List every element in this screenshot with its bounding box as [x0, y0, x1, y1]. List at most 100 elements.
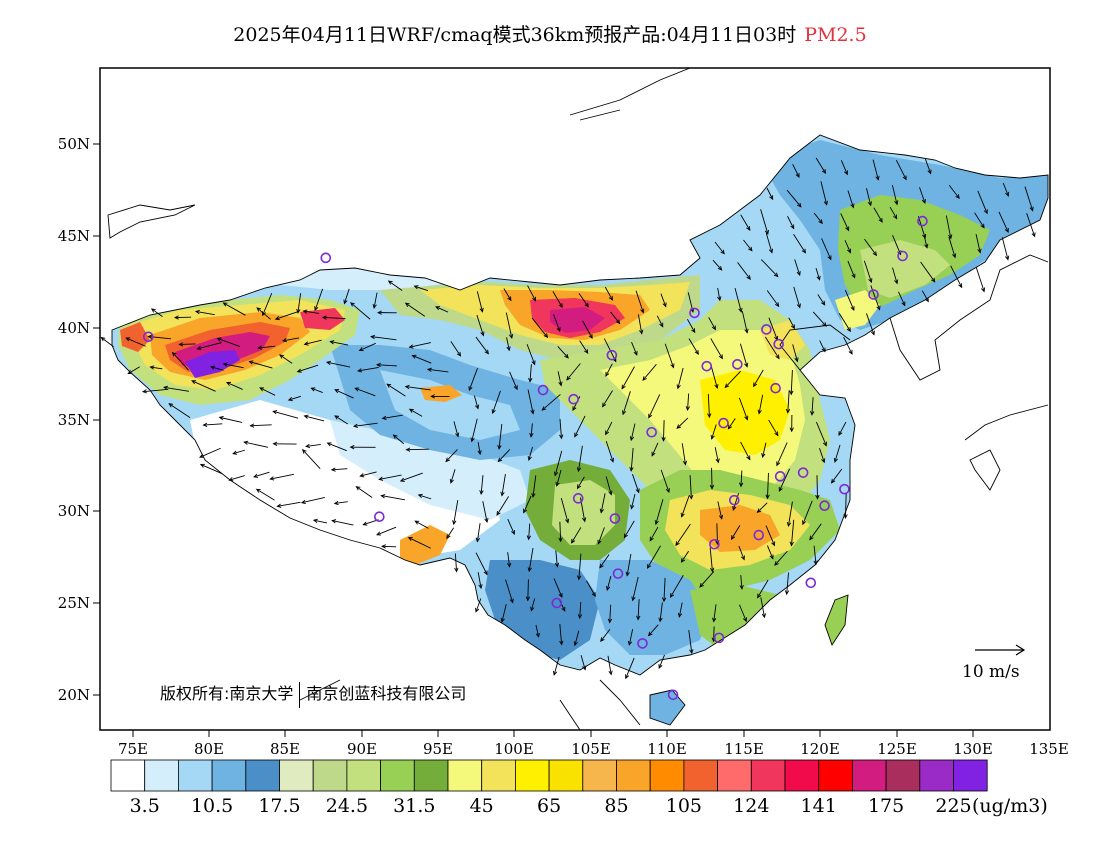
wind-vector-head — [526, 535, 532, 541]
lon-label-90e: 90E — [347, 740, 377, 758]
wind-vector — [297, 293, 302, 313]
lon-label-110e: 110E — [647, 740, 687, 758]
wind-vector-head — [506, 346, 511, 352]
wind-vector — [232, 449, 245, 455]
wind-vector — [866, 313, 875, 335]
wind-vector — [529, 364, 532, 382]
wind-vector — [496, 496, 509, 516]
wind-vector-head — [480, 331, 485, 337]
colorbar-swatch — [211, 759, 247, 792]
wind-vector — [557, 371, 562, 386]
wind-vector — [553, 314, 561, 332]
wind-vector — [793, 234, 806, 254]
wind-vector-head — [607, 618, 613, 624]
wind-vector-head — [352, 423, 358, 428]
wind-vector-head — [199, 453, 205, 458]
wind-vector — [816, 421, 827, 446]
lon-label-95e: 95E — [423, 740, 453, 758]
pm25-zone-turpan — [300, 308, 345, 330]
colorbar-swatch — [582, 759, 617, 792]
wind-vector-head — [983, 209, 988, 215]
lon-label-130e: 130E — [953, 740, 993, 758]
wind-vector-head — [435, 306, 441, 311]
wind-vector — [203, 423, 223, 426]
wind-vector-head — [789, 541, 794, 547]
wind-vector-head — [658, 617, 663, 623]
wind-vector — [373, 292, 378, 309]
wind-vector — [577, 476, 585, 489]
wind-vector — [332, 520, 354, 526]
wind-vector — [475, 336, 489, 354]
colorbar-swatch — [245, 759, 280, 792]
wind-vector — [834, 444, 841, 463]
station-marker-nanjing — [797, 467, 809, 478]
wind-vector — [831, 468, 843, 484]
wind-vector — [527, 579, 529, 601]
wind-vector-head — [191, 380, 197, 385]
wind-vector-head — [404, 384, 410, 390]
wind-vector-head — [529, 432, 534, 438]
wind-vector — [734, 287, 742, 312]
wind-vector-head — [218, 416, 224, 421]
wind-vector-head — [773, 272, 779, 278]
wind-vector-head — [1029, 206, 1034, 212]
station-marker-hohhot — [689, 307, 700, 319]
wind-vector — [528, 523, 531, 540]
wind-vector — [168, 403, 191, 418]
wind-vector-head — [818, 219, 823, 225]
wind-vector — [553, 656, 560, 675]
wind-vector-head — [710, 567, 715, 573]
wind-vector-head — [572, 406, 577, 412]
wind-vector-head — [413, 285, 419, 290]
wind-vector-head — [303, 341, 309, 346]
wind-vector — [681, 495, 690, 517]
lon-label-85e: 85E — [270, 740, 300, 758]
wind-vector-head — [927, 169, 932, 175]
wind-vector — [409, 408, 423, 417]
wind-vector-head — [256, 307, 262, 312]
wind-vector-head — [507, 562, 512, 568]
wind-vector-head — [608, 490, 613, 496]
wind-vector-head — [468, 386, 473, 392]
wind-vector — [450, 341, 461, 357]
wind-vector — [681, 550, 690, 563]
wind-vector — [471, 418, 478, 442]
wind-vector-head — [821, 300, 826, 306]
colorbar-swatch — [312, 759, 348, 792]
wind-vector-head — [210, 365, 216, 370]
wind-vector-head — [846, 327, 851, 333]
wind-vector-head — [680, 512, 685, 518]
station-marker-tianjin — [773, 338, 784, 350]
wind-vector — [815, 267, 820, 280]
wind-vector — [840, 213, 850, 231]
wind-vector-head — [714, 384, 719, 390]
wind-vector — [844, 289, 855, 311]
wind-vector — [150, 366, 163, 370]
wind-vector-head — [255, 488, 261, 493]
station-marker-harbin — [917, 215, 928, 227]
wind-vector-head — [194, 309, 200, 315]
station-marker-beijing — [761, 324, 772, 335]
wind-vector — [945, 215, 952, 239]
wind-vector-head — [404, 302, 410, 307]
wind-vector — [454, 553, 458, 572]
lat-label-35n: 35N — [58, 411, 90, 429]
wind-vector-head — [497, 444, 502, 450]
wind-vector-head — [636, 615, 641, 621]
wind-vector — [717, 287, 721, 301]
wind-vector — [371, 336, 397, 341]
wind-vector-head — [325, 360, 331, 366]
wind-vector — [571, 527, 582, 544]
wind-vector-head — [764, 229, 769, 235]
wind-vector — [600, 493, 606, 513]
wind-vector-head — [924, 243, 929, 249]
wind-vector — [786, 189, 802, 208]
station-marker-zhengzhou — [718, 417, 729, 429]
wind-vector-head — [497, 457, 503, 463]
wind-vector-head — [821, 347, 826, 353]
wind-vector — [838, 312, 851, 332]
wind-vector — [450, 469, 456, 483]
wind-vector-head — [833, 457, 838, 463]
wind-vector-head — [955, 194, 960, 200]
